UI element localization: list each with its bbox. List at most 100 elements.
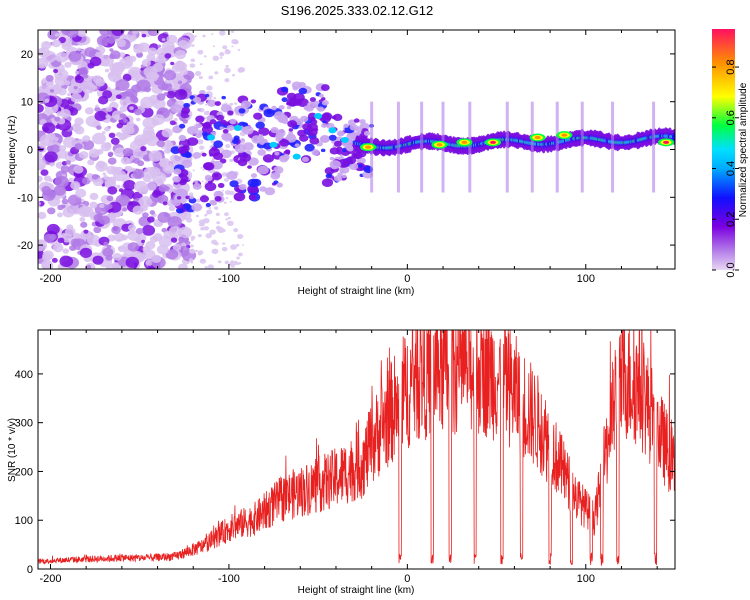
- signal-blob: [235, 188, 240, 192]
- noise-blob: [116, 39, 127, 48]
- noise-blob: [125, 167, 129, 171]
- signal-blob: [179, 123, 186, 129]
- noise-blob: [64, 61, 72, 68]
- signal-blob: [322, 120, 327, 124]
- noise-blob: [108, 132, 116, 139]
- noise-blob: [234, 102, 238, 105]
- noise-blob: [130, 36, 136, 42]
- noise-blob: [107, 234, 116, 242]
- y-tick-label: 20: [21, 49, 33, 61]
- noise-blob: [132, 157, 141, 164]
- noise-blob: [233, 40, 239, 45]
- noise-blob: [195, 214, 200, 218]
- noise-blob: [214, 71, 219, 75]
- noise-blob: [188, 192, 194, 197]
- noise-blob: [94, 110, 107, 122]
- noise-blob: [229, 200, 232, 203]
- noise-blob: [121, 125, 131, 134]
- noise-blob: [57, 204, 64, 211]
- noise-blob: [87, 62, 95, 69]
- noise-blob: [99, 30, 113, 37]
- noise-blob: [182, 119, 188, 124]
- signal-blob: [307, 122, 318, 132]
- noise-blob: [224, 49, 231, 55]
- noise-blob: [53, 69, 59, 74]
- noise-blob: [136, 117, 141, 122]
- signal-blob: [284, 149, 291, 154]
- signal-blob: [211, 172, 223, 181]
- colorbar-ticks: 0.0 0.2 0.4 0.6 0.8: [712, 59, 739, 278]
- signal-blob: [171, 199, 182, 207]
- signal-blob: [258, 127, 270, 136]
- noise-blob: [41, 253, 52, 262]
- y-tick-label: -10: [17, 192, 33, 204]
- signal-blob: [185, 195, 191, 200]
- noise-blob: [221, 246, 228, 252]
- noise-blob: [121, 234, 129, 241]
- signal-blob: [282, 119, 289, 125]
- signal-blob: [233, 192, 246, 202]
- noise-blob: [214, 241, 219, 246]
- streak: [611, 101, 615, 193]
- noise-blob: [195, 122, 198, 124]
- signal-blob: [221, 95, 226, 100]
- snr-series-line: [38, 330, 675, 567]
- signal-blob: [275, 170, 280, 174]
- signal-blob: [192, 96, 202, 104]
- noise-blob: [101, 131, 106, 135]
- noise-blob: [38, 211, 47, 220]
- signal-blob: [204, 93, 210, 98]
- x-tick-label: 100: [577, 273, 595, 285]
- snr-axes: -200 -100 0 100 0 100 200 300 400: [15, 330, 675, 585]
- noise-blob: [103, 142, 112, 149]
- streak: [580, 101, 584, 193]
- noise-blob: [57, 237, 65, 244]
- streak: [652, 101, 656, 193]
- signal-blob: [195, 133, 202, 139]
- signal-blob: [242, 125, 254, 135]
- noise-blob: [56, 212, 63, 218]
- noise-blob: [225, 197, 229, 200]
- signal-blob: [213, 140, 224, 148]
- y-tick-label: 0: [27, 145, 33, 157]
- noise-blob: [140, 96, 155, 109]
- signal-blob: [201, 131, 208, 137]
- colorbar-tick-label: 0.0: [725, 262, 737, 277]
- noise-blob: [164, 53, 172, 59]
- noise-blob: [231, 30, 235, 34]
- noise-blob: [238, 262, 242, 265]
- signal-blob: [325, 173, 332, 179]
- noise-blob: [197, 234, 202, 238]
- signal-blob: [181, 145, 190, 152]
- noise-blob: [237, 48, 241, 51]
- noise-blob: [93, 213, 103, 222]
- noise-blob: [213, 206, 219, 210]
- signal-blob: [257, 165, 269, 175]
- signal-blob: [186, 125, 199, 135]
- signal-blob: [311, 149, 320, 156]
- noise-blob: [143, 167, 158, 179]
- knot: [269, 141, 278, 148]
- noise-blob: [89, 192, 99, 201]
- noise-blob: [177, 80, 183, 85]
- noise-blob: [55, 124, 61, 130]
- noise-blob: [140, 146, 147, 152]
- noise-blob: [166, 141, 174, 148]
- noise-blob: [185, 217, 193, 223]
- noise-blob: [165, 249, 179, 260]
- noise-blob: [129, 95, 138, 103]
- noise-blob: [218, 30, 226, 36]
- noise-blob: [189, 63, 196, 68]
- noise-blob: [102, 172, 107, 176]
- signal-blob: [292, 85, 299, 91]
- signal-blob: [194, 180, 199, 184]
- y-tick-label: 300: [15, 418, 33, 430]
- noise-blob: [195, 71, 202, 77]
- signal-blob: [176, 196, 182, 200]
- noise-blob: [102, 247, 114, 257]
- noise-blob: [209, 229, 216, 235]
- noise-blob: [197, 250, 204, 255]
- noise-blob: [86, 264, 92, 269]
- noise-blob: [119, 113, 126, 119]
- noise-blob: [96, 125, 102, 130]
